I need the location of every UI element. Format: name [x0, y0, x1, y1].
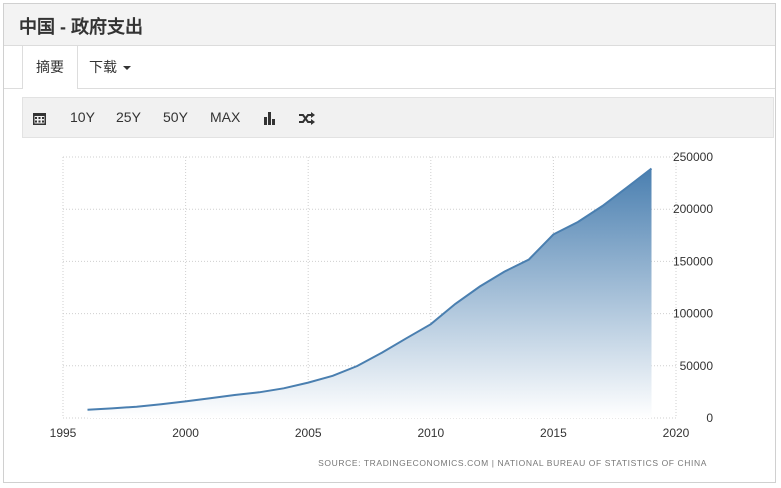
y-tick-label: 150000 — [673, 254, 713, 268]
x-tick-label: 2020 — [663, 426, 690, 440]
page-title: 中国 - 政府支出 — [19, 17, 143, 37]
tab-download-label: 下载 — [89, 59, 117, 75]
y-tick-label: 250000 — [673, 150, 713, 164]
x-tick-label: 1995 — [50, 426, 77, 440]
tab-summary-label: 摘要 — [36, 59, 64, 75]
tab-download[interactable]: 下载 — [76, 46, 144, 88]
x-tick-label: 2015 — [540, 426, 567, 440]
title-bar: 中国 - 政府支出 — [4, 4, 775, 46]
range-max-button[interactable]: MAX — [210, 109, 241, 125]
tab-bar: 摘要 下载 — [4, 46, 775, 89]
tab-summary[interactable]: 摘要 — [22, 46, 78, 89]
chart-toolbar: 10Y 25Y 50Y MAX — [22, 97, 774, 138]
y-axis-ticks: 0 50000 100000 150000 200000 250000 — [673, 150, 713, 425]
data-points — [87, 168, 652, 410]
range-25y-button[interactable]: 25Y — [116, 109, 141, 125]
y-tick-label: 100000 — [673, 307, 713, 321]
area-fill — [87, 168, 652, 418]
x-tick-label: 2005 — [295, 426, 322, 440]
y-tick-label: 0 — [706, 411, 713, 425]
calendar-icon[interactable] — [33, 98, 46, 137]
range-50y-button[interactable]: 50Y — [163, 109, 188, 125]
x-tick-label: 2010 — [417, 426, 444, 440]
source-note: SOURCE: TRADINGECONOMICS.COM | NATIONAL … — [318, 458, 707, 468]
bar-chart-icon[interactable] — [263, 98, 276, 137]
series-line — [87, 167, 653, 411]
x-tick-label: 2000 — [172, 426, 199, 440]
x-axis-ticks: 1995 2000 2005 2010 2015 2020 — [50, 426, 690, 440]
caret-down-icon — [123, 66, 131, 71]
y-tick-label: 200000 — [673, 202, 713, 216]
range-10y-button[interactable]: 10Y — [70, 109, 95, 125]
shuffle-icon[interactable] — [299, 98, 315, 137]
y-tick-label: 50000 — [680, 359, 714, 373]
